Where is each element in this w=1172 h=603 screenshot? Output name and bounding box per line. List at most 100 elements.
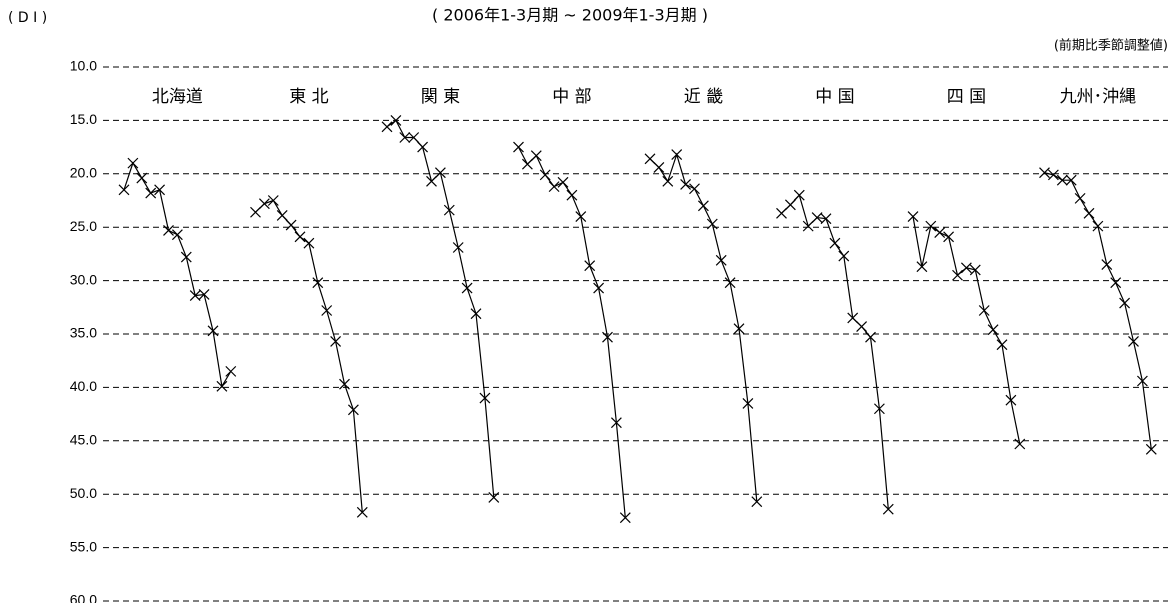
- panel-label: 九州･沖縄: [1060, 87, 1137, 107]
- y-tick-label: 30.0: [70, 271, 97, 287]
- marker: [811, 212, 823, 224]
- marker: [1083, 207, 1095, 219]
- y-tick-label: 20.0: [70, 165, 97, 181]
- marker: [136, 172, 148, 184]
- marker: [697, 200, 709, 212]
- marker: [216, 380, 228, 392]
- marker: [952, 269, 963, 281]
- marker: [689, 183, 700, 195]
- marker: [943, 231, 955, 243]
- marker: [706, 218, 718, 230]
- marker: [303, 237, 315, 249]
- marker: [443, 204, 455, 216]
- marker: [513, 141, 524, 153]
- marker: [154, 184, 166, 196]
- marker: [381, 121, 393, 133]
- marker: [145, 187, 157, 199]
- marker: [996, 339, 1008, 351]
- marker: [865, 331, 876, 343]
- marker: [715, 254, 727, 266]
- marker: [1136, 375, 1148, 387]
- marker: [250, 206, 261, 218]
- panel-label: 中 部: [552, 87, 591, 107]
- marker: [408, 132, 420, 143]
- panel-label: 近 畿: [684, 87, 723, 107]
- marker: [118, 184, 130, 196]
- marker: [539, 169, 551, 181]
- marker: [276, 210, 288, 221]
- marker: [180, 251, 192, 263]
- panel-label: 関 東: [421, 87, 460, 107]
- marker: [873, 403, 885, 415]
- marker: [461, 282, 473, 294]
- y-tick-label: 15.0: [70, 111, 97, 127]
- marker: [339, 378, 350, 390]
- marker: [751, 496, 763, 508]
- marker: [916, 261, 928, 273]
- marker: [330, 336, 342, 347]
- marker: [584, 260, 596, 272]
- marker: [1074, 192, 1086, 204]
- marker: [198, 289, 210, 300]
- y-tick-label: 55.0: [70, 538, 97, 554]
- marker: [820, 213, 832, 225]
- marker: [1065, 174, 1077, 186]
- marker: [1056, 174, 1068, 186]
- marker: [285, 219, 297, 231]
- marker: [610, 417, 622, 429]
- marker: [390, 114, 402, 126]
- series-line: [123, 161, 232, 389]
- marker: [907, 211, 919, 222]
- marker: [847, 312, 859, 324]
- y-tick-label: 35.0: [70, 325, 97, 341]
- marker: [207, 325, 219, 337]
- marker: [619, 512, 631, 524]
- series-line: [255, 199, 363, 513]
- chart-title: ( 2006年1-3月期 ~ 2009年1-3月期 ): [432, 6, 708, 25]
- marker: [742, 397, 754, 409]
- marker: [426, 175, 437, 187]
- marker: [470, 308, 482, 320]
- y-tick-label: 45.0: [70, 432, 97, 448]
- marker: [960, 262, 972, 274]
- marker: [488, 491, 500, 503]
- marker: [978, 305, 990, 316]
- marker: [267, 195, 279, 206]
- marker: [575, 211, 587, 222]
- marker: [312, 277, 324, 289]
- marker: [793, 189, 805, 201]
- marker: [653, 161, 665, 173]
- marker: [434, 167, 446, 179]
- marker: [479, 392, 491, 404]
- marker: [1110, 277, 1122, 289]
- y-tick-label: 25.0: [70, 218, 97, 234]
- marker: [189, 290, 201, 301]
- marker: [969, 264, 981, 276]
- marker: [530, 150, 542, 162]
- marker: [680, 179, 692, 190]
- marker: [802, 220, 814, 232]
- marker: [557, 176, 569, 188]
- marker: [987, 324, 999, 336]
- panel-label: 四 国: [947, 87, 986, 107]
- marker: [644, 153, 656, 165]
- marker: [1092, 220, 1104, 232]
- marker: [838, 250, 850, 262]
- marker: [662, 175, 674, 187]
- chart-subtitle: (前期比季節調整値): [1054, 38, 1168, 54]
- marker: [258, 198, 270, 210]
- marker: [1039, 167, 1050, 179]
- marker: [724, 277, 736, 289]
- marker: [294, 231, 306, 243]
- marker: [163, 224, 174, 236]
- marker: [399, 132, 411, 143]
- marker: [1014, 438, 1026, 450]
- y-axis-label: ( D I ): [8, 10, 47, 26]
- marker: [452, 242, 464, 253]
- marker: [671, 149, 683, 161]
- series-line: [1044, 172, 1152, 450]
- marker: [356, 506, 368, 518]
- marker: [521, 158, 533, 170]
- marker: [417, 141, 429, 153]
